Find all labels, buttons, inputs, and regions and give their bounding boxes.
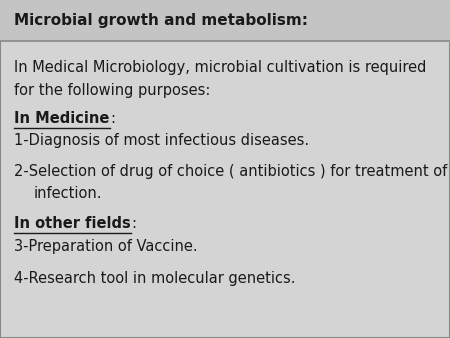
Text: :: : [0, 337, 1, 338]
Text: 1-Diagnosis of most infectious diseases.: 1-Diagnosis of most infectious diseases. [14, 133, 310, 148]
Text: :: : [0, 337, 1, 338]
Text: In Medical Microbiology, microbial cultivation is required: In Medical Microbiology, microbial culti… [14, 60, 427, 75]
Text: 4-Research tool in molecular genetics.: 4-Research tool in molecular genetics. [14, 271, 296, 286]
Text: Microbial growth and metabolism:: Microbial growth and metabolism: [14, 14, 308, 28]
Text: In other fields: In other fields [14, 216, 131, 231]
Text: In Medicine: In Medicine [0, 337, 1, 338]
Text: infection.: infection. [34, 186, 102, 201]
Text: $\mathdefault{}$: $\mathdefault{}$ [0, 337, 1, 338]
Text: In Medicine: In Medicine [0, 337, 1, 338]
Text: :: : [110, 111, 115, 126]
Text: :: : [131, 216, 136, 231]
Text: 2-Selection of drug of choice ( antibiotics ) for treatment of: 2-Selection of drug of choice ( antibiot… [14, 164, 448, 179]
Text: 3-Preparation of Vaccine.: 3-Preparation of Vaccine. [14, 239, 198, 254]
Text: In Medicine: In Medicine [14, 111, 110, 126]
FancyBboxPatch shape [0, 0, 450, 41]
Text: for the following purposes:: for the following purposes: [14, 83, 211, 98]
